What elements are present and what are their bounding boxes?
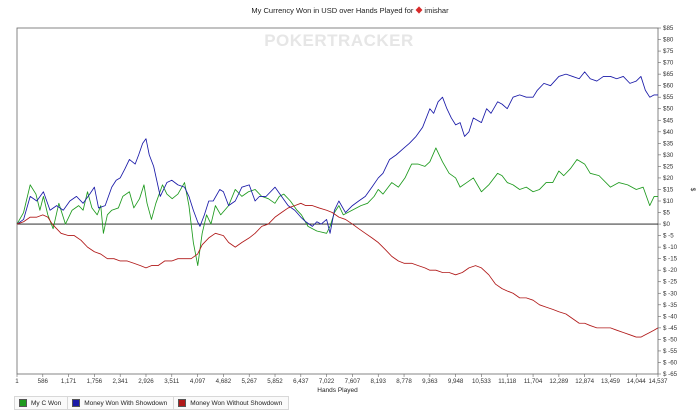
- x-tick-label: 1,756: [87, 378, 103, 385]
- chart-title: My Currency Won in USD over Hands Played…: [0, 6, 700, 15]
- x-tick-label: 14,537: [649, 378, 668, 385]
- y-tick-label: $ -25: [663, 279, 678, 286]
- x-tick-label: 12,289: [549, 378, 568, 385]
- y-tick-label: $70: [663, 60, 674, 67]
- x-tick-label: 6,437: [293, 378, 309, 385]
- legend-label: Money Won With Showdown: [84, 399, 168, 407]
- pokertracker-watermark: POKERTRACKER: [264, 31, 414, 50]
- legend-item: Money Won Without Showdown: [174, 397, 288, 409]
- legend-swatch: [19, 399, 27, 407]
- y-tick-label: $80: [663, 37, 674, 44]
- x-tick-label: 2,926: [138, 378, 154, 385]
- x-tick-label: 7,607: [345, 378, 361, 385]
- y-tick-label: $85: [663, 25, 674, 32]
- x-tick-label: 11,704: [524, 378, 543, 385]
- x-tick-label: 9,363: [422, 378, 438, 385]
- y-tick-label: $10: [663, 198, 674, 205]
- x-tick-label: 1: [15, 378, 19, 385]
- x-tick-label: 9,948: [448, 378, 464, 385]
- x-tick-label: 2,341: [112, 378, 128, 385]
- player-name: imishar: [424, 6, 449, 15]
- series-line-money-won-without-showdown: [16, 202, 659, 338]
- y-tick-label: $ -15: [663, 256, 678, 263]
- x-tick-label: 10,533: [472, 378, 491, 385]
- y-tick-label: $ -20: [663, 267, 678, 274]
- x-tick-label: 8,193: [371, 378, 387, 385]
- x-tick-label: 5,852: [267, 378, 283, 385]
- y-tick-label: $ -40: [663, 313, 678, 320]
- y-tick-label: $ -55: [663, 348, 678, 355]
- legend-item: My C Won: [15, 397, 69, 409]
- y-tick-label: $ -10: [663, 244, 678, 251]
- legend-swatch: [72, 399, 81, 407]
- legend-item: Money Won With Showdown: [68, 397, 175, 409]
- series-line-my-c-won: [16, 147, 658, 267]
- y-axis: $85 $80 $75 $70 $65 $60 $55 $50 $45 $40 $35 $30 $25 $…: [658, 25, 678, 378]
- legend-label: My C Won: [31, 399, 62, 407]
- y-tick-label: $30: [663, 152, 674, 159]
- y-tick-label: $65: [663, 71, 674, 78]
- x-tick-label: 14,044: [627, 378, 646, 385]
- x-axis: 1 586 1,171 1,756 2,341 2,926 3,511 4,097 4,682 5…: [15, 374, 668, 385]
- legend-swatch: [178, 399, 187, 407]
- y-tick-label: $55: [663, 94, 674, 101]
- x-tick-label: 12,874: [575, 378, 594, 385]
- y-tick-label: $45: [663, 117, 674, 124]
- y-tick-label: $20: [663, 175, 674, 182]
- series-line-money-won-with-showdown: [16, 71, 658, 234]
- y-tick-label: $15: [663, 186, 674, 193]
- y-tick-label: $25: [663, 163, 674, 170]
- legend-label: Money Won Without Showdown: [190, 399, 283, 407]
- y-tick-label: $60: [663, 83, 674, 90]
- y-tick-label: $5: [663, 210, 670, 217]
- x-tick-label: 7,022: [319, 378, 335, 385]
- y-tick-label: $ -35: [663, 302, 678, 309]
- plot-area: [16, 27, 659, 375]
- chart-legend: My C Won Money Won With Showdown Money Won…: [14, 396, 290, 410]
- x-tick-label: 586: [38, 378, 49, 385]
- y-tick-label: $ -5: [663, 233, 674, 240]
- chart-title-prefix: My Currency Won in USD over Hands Played…: [251, 6, 414, 15]
- x-tick-label: 11,118: [498, 378, 517, 385]
- series-group: [16, 71, 659, 338]
- x-tick-label: 3,511: [164, 378, 180, 385]
- y-tick-label: $35: [663, 140, 674, 147]
- x-tick-label: 8,778: [396, 378, 412, 385]
- y-tick-label: $ -65: [663, 371, 678, 378]
- y-tick-label: $50: [663, 106, 674, 113]
- x-axis-label: Hands Played: [317, 387, 358, 394]
- x-tick-label: 13,459: [601, 378, 620, 385]
- x-tick-label: 4,682: [216, 378, 232, 385]
- y-tick-label: $75: [663, 48, 674, 55]
- player-suit-icon: [415, 6, 423, 14]
- y-tick-label: $ -30: [663, 290, 678, 297]
- y-tick-label: $ -60: [663, 359, 678, 366]
- y-axis-label: $: [689, 188, 696, 192]
- x-tick-label: 4,097: [190, 378, 206, 385]
- x-tick-label: 5,267: [241, 378, 257, 385]
- y-tick-label: $40: [663, 129, 674, 136]
- y-tick-label: $0: [663, 221, 670, 228]
- y-tick-label: $ -50: [663, 336, 678, 343]
- y-tick-label: $ -45: [663, 325, 678, 332]
- x-tick-label: 1,171: [61, 378, 77, 385]
